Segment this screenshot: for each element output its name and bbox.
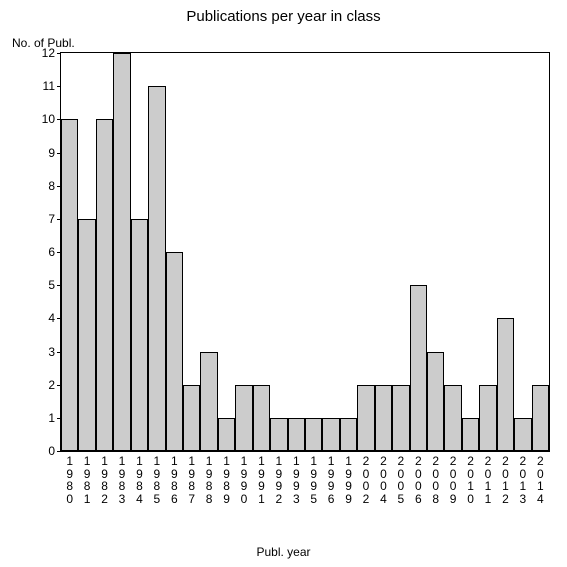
- y-tick-label: 1: [27, 411, 61, 425]
- bar: [253, 385, 270, 451]
- y-tick-label: 7: [27, 212, 61, 226]
- x-tick-label: 1992: [273, 455, 285, 505]
- bar: [497, 318, 514, 451]
- y-tick-label: 3: [27, 345, 61, 359]
- bar: [166, 252, 183, 451]
- x-tick-label: 1989: [221, 455, 233, 505]
- bar: [375, 385, 392, 451]
- bar: [78, 219, 95, 451]
- bar: [288, 418, 305, 451]
- chart-title: Publications per year in class: [0, 8, 567, 25]
- bar: [235, 385, 252, 451]
- y-tick-label: 11: [27, 79, 61, 93]
- plot-area: 0123456789101112198019811982198319841985…: [60, 52, 550, 452]
- y-tick-label: 5: [27, 278, 61, 292]
- y-tick-label: 10: [27, 112, 61, 126]
- y-tick-label: 12: [27, 46, 61, 60]
- bar: [427, 352, 444, 452]
- x-axis-label: Publ. year: [0, 545, 567, 559]
- bar: [514, 418, 531, 451]
- y-tick-mark: [57, 86, 61, 87]
- x-tick-label: 2012: [499, 455, 511, 505]
- x-tick-label: 1990: [238, 455, 250, 505]
- x-tick-label: 1988: [203, 455, 215, 505]
- x-tick-label: 1999: [343, 455, 355, 505]
- y-tick-label: 0: [27, 444, 61, 458]
- x-tick-label: 2010: [465, 455, 477, 505]
- x-tick-label: 2014: [534, 455, 546, 505]
- bar: [462, 418, 479, 451]
- x-tick-label: 1995: [308, 455, 320, 505]
- x-tick-label: 2004: [377, 455, 389, 505]
- x-tick-label: 1996: [325, 455, 337, 505]
- bar: [340, 418, 357, 451]
- x-tick-label: 2011: [482, 455, 494, 505]
- bar: [113, 53, 130, 451]
- chart-container: Publications per year in class No. of Pu…: [0, 0, 567, 567]
- bar: [322, 418, 339, 451]
- bar: [183, 385, 200, 451]
- y-tick-label: 2: [27, 378, 61, 392]
- y-tick-label: 4: [27, 311, 61, 325]
- x-tick-label: 2013: [517, 455, 529, 505]
- y-tick-mark: [57, 53, 61, 54]
- x-tick-label: 1980: [64, 455, 76, 505]
- x-tick-label: 2006: [412, 455, 424, 505]
- bar: [392, 385, 409, 451]
- y-tick-label: 8: [27, 179, 61, 193]
- bar: [444, 385, 461, 451]
- x-tick-label: 2009: [447, 455, 459, 505]
- x-tick-label: 2008: [430, 455, 442, 505]
- y-tick-label: 9: [27, 146, 61, 160]
- bar: [357, 385, 374, 451]
- bar: [131, 219, 148, 451]
- x-tick-label: 2002: [360, 455, 372, 505]
- x-tick-label: 1991: [255, 455, 267, 505]
- x-tick-label: 1982: [99, 455, 111, 505]
- x-tick-label: 1993: [290, 455, 302, 505]
- x-tick-label: 1984: [133, 455, 145, 505]
- bar: [96, 119, 113, 451]
- y-tick-label: 6: [27, 245, 61, 259]
- x-tick-label: 1981: [81, 455, 93, 505]
- x-tick-label: 1987: [186, 455, 198, 505]
- bar: [410, 285, 427, 451]
- bar: [200, 352, 217, 452]
- bar: [61, 119, 78, 451]
- bar: [479, 385, 496, 451]
- bar: [532, 385, 549, 451]
- x-tick-label: 2005: [395, 455, 407, 505]
- y-tick-mark: [57, 451, 61, 452]
- bar: [305, 418, 322, 451]
- x-tick-label: 1985: [151, 455, 163, 505]
- x-tick-label: 1983: [116, 455, 128, 505]
- bar: [270, 418, 287, 451]
- bar: [218, 418, 235, 451]
- bar: [148, 86, 165, 451]
- x-tick-label: 1986: [168, 455, 180, 505]
